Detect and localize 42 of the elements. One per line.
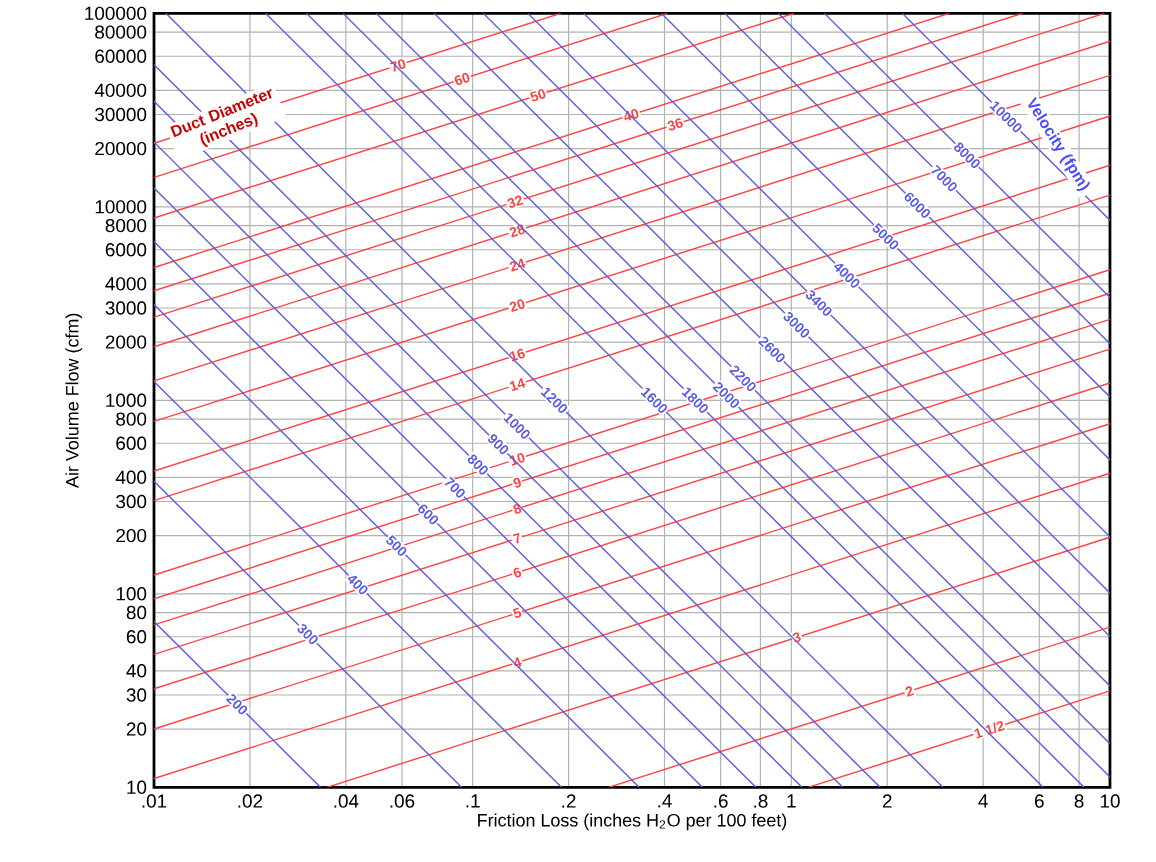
x-tick-label: 1 bbox=[787, 794, 796, 808]
x-axis-title: Friction Loss (inches H$_{2}$O per 100 feet) bbox=[478, 813, 787, 831]
y-tick-label: 20 bbox=[126, 722, 147, 737]
y-tick-label: 30 bbox=[126, 688, 147, 703]
x-tick-label: .6 bbox=[714, 794, 728, 809]
y-tick-label: 200 bbox=[116, 529, 147, 543]
y-tick-label: 10000 bbox=[95, 200, 147, 214]
y-tick-label: 60 bbox=[126, 630, 147, 644]
y-axis-title: Air Volume Flow (cfm) bbox=[65, 314, 83, 489]
y-tick-label: 30000 bbox=[95, 108, 147, 122]
x-tick-label: .02 bbox=[238, 794, 263, 809]
x-tick-label: .2 bbox=[562, 794, 576, 808]
x-tick-label: .1 bbox=[466, 794, 480, 808]
y-tick-label: 40000 bbox=[94, 83, 147, 98]
y-tick-label: 6000 bbox=[105, 243, 147, 257]
y-tick-label: 40 bbox=[126, 664, 147, 678]
x-tick-label: 2 bbox=[882, 794, 892, 808]
x-tick-label: 10 bbox=[1100, 794, 1120, 809]
y-tick-label: 300 bbox=[116, 495, 147, 509]
y-tick-label: 80000 bbox=[95, 25, 147, 40]
y-tick-label: 100000 bbox=[85, 6, 147, 21]
y-tick-label: 20000 bbox=[95, 142, 147, 156]
x-tick-label: .4 bbox=[658, 794, 672, 808]
x-tick-label: .06 bbox=[390, 794, 415, 809]
x-tick-label: 4 bbox=[978, 794, 988, 808]
y-tick-label: 2000 bbox=[105, 335, 147, 350]
y-tick-label: 80 bbox=[126, 606, 147, 620]
y-tick-label: 3000 bbox=[105, 301, 147, 316]
y-tick-label: 4000 bbox=[105, 277, 147, 291]
y-tick-label: 800 bbox=[116, 412, 147, 427]
y-tick-label: 10 bbox=[127, 780, 147, 795]
x-tick-label: .04 bbox=[334, 794, 359, 809]
y-tick-label: 1000 bbox=[106, 393, 147, 408]
x-tick-label: 6 bbox=[1034, 794, 1044, 809]
y-tick-label: 8000 bbox=[105, 219, 147, 233]
y-tick-label: 100 bbox=[116, 587, 147, 601]
x-tick-label: 8 bbox=[1074, 794, 1084, 809]
y-tick-label: 400 bbox=[115, 470, 147, 485]
y-tick-label: 60000 bbox=[95, 49, 147, 64]
y-tick-label: 600 bbox=[116, 436, 147, 451]
x-tick-label: .8 bbox=[754, 794, 768, 809]
x-tick-label: .01 bbox=[142, 794, 167, 809]
